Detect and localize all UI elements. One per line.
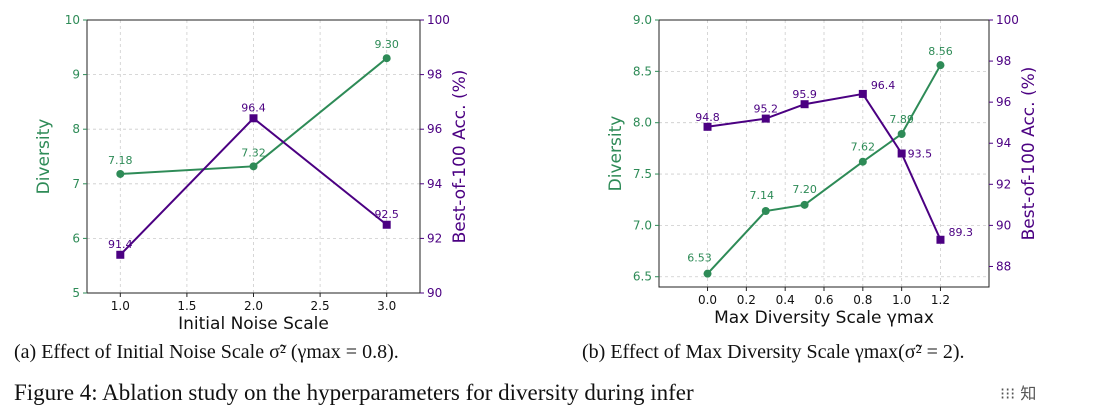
accuracy-point xyxy=(116,250,125,259)
diversity-data-label: 6.53 xyxy=(687,252,712,265)
diversity-data-label: 7.32 xyxy=(241,146,266,159)
accuracy-data-label: 89.3 xyxy=(948,226,973,239)
accuracy-point xyxy=(858,89,867,98)
left-tick-label: 8.5 xyxy=(633,64,652,78)
diversity-data-label: 7.89 xyxy=(889,113,914,126)
right-tick-label: 98 xyxy=(427,68,442,82)
accuracy-data-label: 93.5 xyxy=(908,148,933,161)
diversity-point xyxy=(800,200,809,209)
diversity-data-label: 8.56 xyxy=(928,45,953,58)
diversity-point xyxy=(858,157,867,166)
left-tick-label: 7.5 xyxy=(633,167,652,181)
left-tick-label: 9 xyxy=(72,68,80,82)
watermark-logo: ⁝⁝⁝ 知 xyxy=(1000,384,1037,403)
right-tick-label: 90 xyxy=(996,218,1011,232)
accuracy-line xyxy=(119,116,388,256)
x-tick-label: 0.0 xyxy=(698,293,717,307)
right-tick-label: 96 xyxy=(427,122,442,136)
caption-fade-overlay xyxy=(830,376,1099,416)
diversity-point xyxy=(249,162,258,171)
left-tick-label: 8.0 xyxy=(633,116,652,130)
left-tick-label: 5 xyxy=(72,286,80,300)
x-tick-label: 1.0 xyxy=(111,299,130,313)
left-tick-label: 8 xyxy=(72,122,80,136)
left-tick-label: 10 xyxy=(65,13,80,27)
accuracy-data-label: 96.4 xyxy=(871,79,896,92)
diversity-data-label: 7.62 xyxy=(851,141,876,154)
right-tick-label: 92 xyxy=(996,177,1011,191)
diversity-data-label: 7.20 xyxy=(792,183,817,196)
diversity-point xyxy=(703,269,712,278)
right-axis-label: Best-of-100 Acc. (%) xyxy=(450,70,470,244)
right-tick-label: 100 xyxy=(427,13,450,27)
left-tick-label: 6.5 xyxy=(633,270,652,284)
left-axis-label: Diversity xyxy=(606,116,626,192)
x-tick-label: 1.0 xyxy=(892,293,911,307)
right-tick-label: 90 xyxy=(427,286,442,300)
right-tick-label: 92 xyxy=(427,231,442,245)
accuracy-data-label: 95.2 xyxy=(754,103,779,116)
x-tick-label: 3.0 xyxy=(377,299,396,313)
accuracy-point xyxy=(703,122,712,131)
x-tick-label: 0.8 xyxy=(853,293,872,307)
diversity-data-label: 7.18 xyxy=(108,154,133,167)
accuracy-data-label: 96.4 xyxy=(241,101,266,114)
right-tick-label: 98 xyxy=(996,54,1011,68)
left-tick-label: 7 xyxy=(72,177,80,191)
accuracy-point xyxy=(897,149,906,158)
x-axis-label: Initial Noise Scale xyxy=(178,314,329,334)
diversity-data-label: 9.30 xyxy=(374,38,399,51)
diversity-data-label: 7.14 xyxy=(750,189,775,202)
diversity-point xyxy=(382,54,391,63)
accuracy-data-label: 91.4 xyxy=(108,238,133,251)
accuracy-point xyxy=(249,114,258,123)
left-tick-label: 6 xyxy=(72,231,80,245)
diversity-point xyxy=(897,129,906,138)
diversity-point xyxy=(761,207,770,216)
diversity-line xyxy=(706,64,942,275)
x-tick-label: 0.6 xyxy=(814,293,833,307)
x-tick-label: 0.2 xyxy=(737,293,756,307)
chart-b: 0.0 0.2 0.4 0.6 0.8 1.0 1.2 6.5 7.0 7.5 8.0 8.5 9.0 8… xyxy=(606,13,1039,328)
right-tick-label: 88 xyxy=(996,259,1011,273)
x-tick-label: 1.5 xyxy=(177,299,196,313)
x-tick-label: 2.0 xyxy=(244,299,263,313)
x-axis-label: Max Diversity Scale γmax xyxy=(714,308,934,328)
diversity-point xyxy=(116,169,125,178)
accuracy-point xyxy=(800,100,809,109)
caption-b: (b) Effect of Max Diversity Scale γmax(σ… xyxy=(582,341,965,363)
right-tick-label: 100 xyxy=(996,13,1019,27)
figure-caption: Figure 4: Ablation study on the hyperpar… xyxy=(14,380,694,405)
x-tick-label: 2.5 xyxy=(311,299,330,313)
accuracy-data-label: 94.8 xyxy=(695,111,720,124)
accuracy-point xyxy=(761,114,770,123)
right-tick-label: 94 xyxy=(427,177,442,191)
accuracy-data-label: 95.9 xyxy=(792,88,817,101)
x-tick-label: 0.4 xyxy=(776,293,795,307)
left-tick-label: 7.0 xyxy=(633,218,652,232)
right-axis-label: Best-of-100 Acc. (%) xyxy=(1019,67,1039,241)
chart-a: 1.0 1.5 2.0 2.5 3.0 5 6 7 8 9 10 90 92 94 96 98 100 Initi… xyxy=(34,13,470,334)
diversity-point xyxy=(936,61,945,70)
left-axis-label: Diversity xyxy=(34,119,54,195)
accuracy-point xyxy=(382,220,391,229)
left-tick-label: 9.0 xyxy=(633,13,652,27)
caption-a: (a) Effect of Initial Noise Scale σ̃² (γ… xyxy=(14,341,399,363)
x-tick-label: 1.2 xyxy=(931,293,950,307)
accuracy-data-label: 92.5 xyxy=(374,208,399,221)
right-tick-label: 94 xyxy=(996,136,1011,150)
right-tick-label: 96 xyxy=(996,95,1011,109)
accuracy-line xyxy=(707,92,942,241)
accuracy-point xyxy=(936,235,945,244)
